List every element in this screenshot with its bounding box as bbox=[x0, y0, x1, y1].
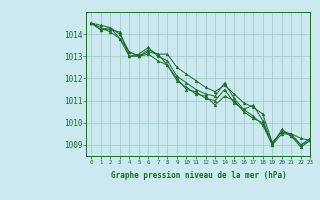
X-axis label: Graphe pression niveau de la mer (hPa): Graphe pression niveau de la mer (hPa) bbox=[110, 171, 286, 180]
